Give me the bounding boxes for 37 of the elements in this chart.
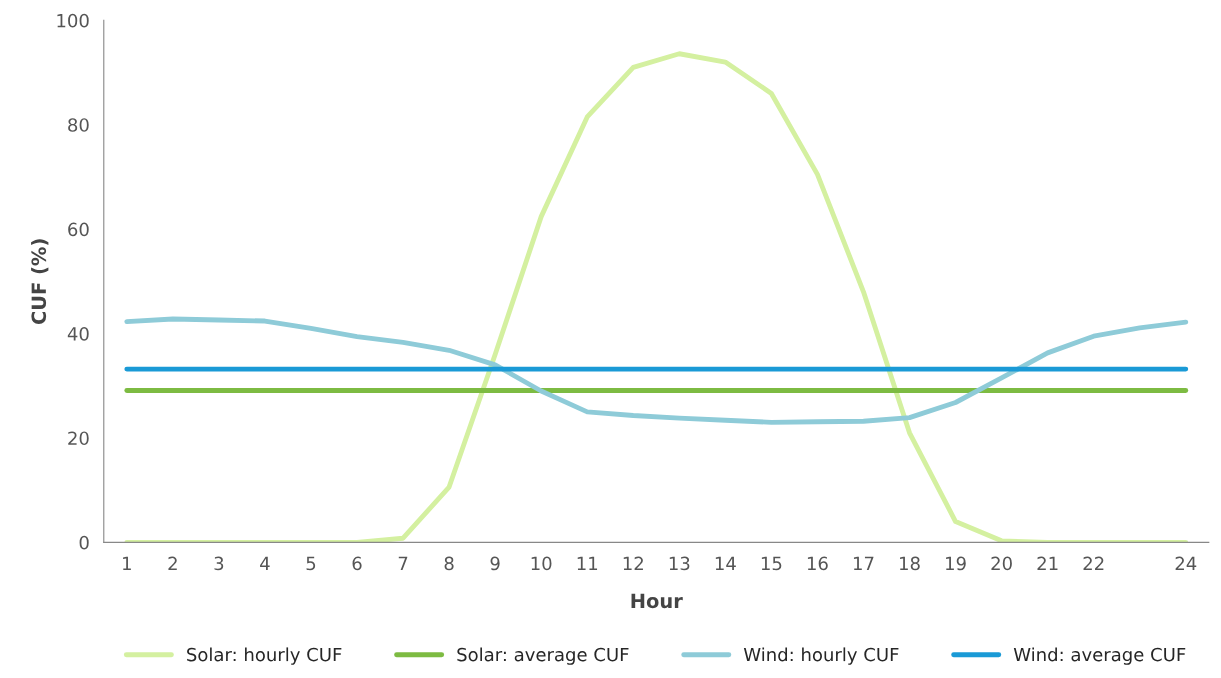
x-tick-label: 12 [623, 556, 643, 571]
x-tick-label: 24 [1175, 556, 1197, 571]
x-tick-label: 16 [807, 556, 828, 571]
x-tick-label: 15 [761, 556, 782, 571]
y-tick-label: 60 [68, 222, 89, 237]
x-tick-label: 8 [444, 556, 454, 571]
x-tick-label: 3 [214, 556, 224, 571]
x-tick-label: 5 [306, 556, 316, 571]
y-axis-title: CUF (%) [31, 239, 49, 325]
y-tick-label: 40 [67, 327, 89, 341]
x-tick-label: 17 [853, 556, 874, 571]
x-tick-label: 6 [352, 556, 362, 571]
x-tick-label: 18 [900, 556, 920, 571]
x-axis-title: Hour [631, 593, 683, 609]
x-tick-label: 11 [577, 556, 598, 571]
y-tick-label: 80 [68, 118, 89, 132]
y-tick-label: 20 [68, 431, 89, 446]
x-tick-label: 20 [991, 556, 1012, 571]
x-tick-label: 4 [260, 556, 270, 571]
x-tick-label: 13 [669, 556, 690, 571]
line-series [124, 316, 1189, 425]
x-tick-label: 1 [123, 556, 131, 571]
x-tick-label: 14 [715, 556, 736, 571]
x-tick-label: 10 [531, 556, 552, 571]
x-tick-label: 7 [398, 556, 408, 571]
x-tick-label: 21 [1037, 556, 1058, 571]
legend-label: Wind: hourly CUF [743, 647, 899, 665]
x-tick-label: 22 [1083, 556, 1104, 571]
x-tick-label: 9 [490, 556, 500, 571]
legend-label: Solar: average CUF [457, 647, 629, 665]
y-tick-label: 100 [57, 13, 89, 28]
x-tick-label: 2 [168, 556, 177, 571]
legend-label: Wind: average CUF [1013, 647, 1186, 665]
line-series [124, 51, 1189, 543]
legend-label: Solar: hourly CUF [187, 647, 342, 665]
y-tick-label: 0 [79, 535, 89, 550]
x-tick-label: 19 [946, 556, 966, 571]
